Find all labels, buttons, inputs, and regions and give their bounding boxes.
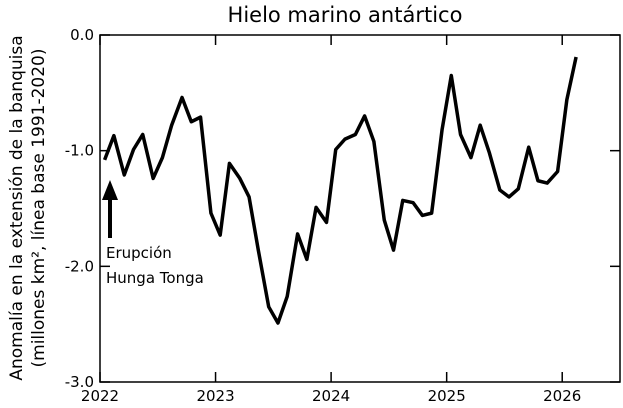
x-tick-label: 2024 [312, 387, 350, 405]
y-tick-label: -3.0 [65, 373, 94, 391]
y-axis-label: (millones km², línea base 1991-2020) [29, 48, 49, 367]
y-tick-label: -2.0 [65, 257, 94, 275]
x-tick-label: 2025 [428, 387, 466, 405]
y-tick-label: 0.0 [70, 26, 94, 44]
data-line [102, 56, 578, 325]
annotation-arrowhead [102, 180, 118, 200]
y-tick-label: -1.0 [65, 142, 94, 160]
annotation: Hunga Tonga [106, 269, 204, 287]
y-axis-label: Anomalía en la extensión de la banquisa [7, 35, 27, 380]
x-tick-label: 2026 [543, 387, 581, 405]
chart-title: Hielo marino antártico [228, 3, 463, 27]
annotation: Erupción [106, 244, 172, 262]
x-tick-label: 2022 [81, 387, 119, 405]
x-tick-label: 2023 [196, 387, 234, 405]
plot-frame [99, 34, 621, 383]
